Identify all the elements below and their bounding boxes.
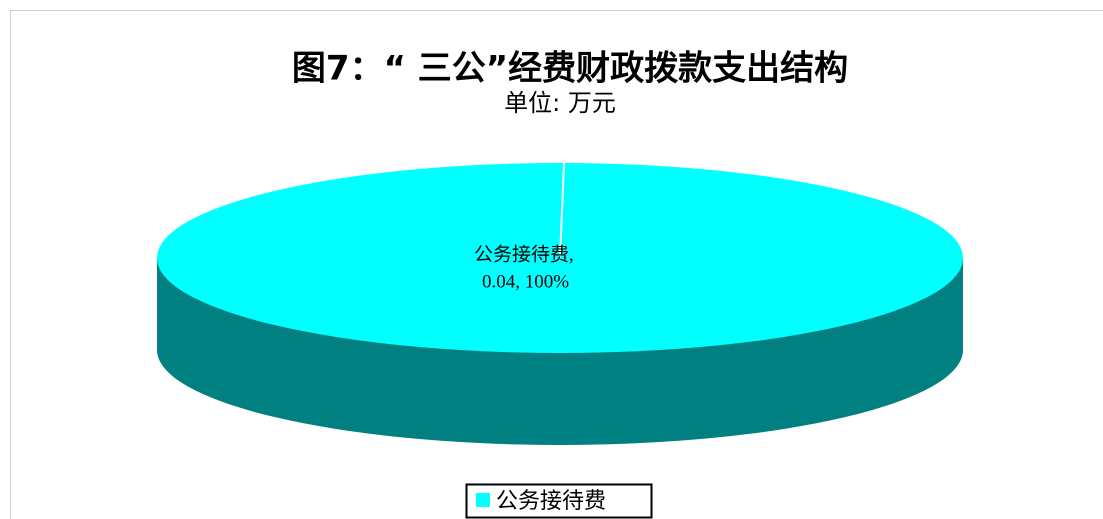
legend: 公务接待费	[465, 483, 653, 519]
data-label: 公务接待费,	[474, 243, 574, 265]
slice-edge	[559, 162, 566, 259]
chart-subtitle: 单位: 万元	[504, 89, 616, 117]
legend-label: 公务接待费	[496, 489, 606, 514]
legend-box	[465, 483, 653, 519]
data-label: 0.04, 100%	[482, 271, 569, 292]
legend-swatch	[476, 493, 490, 507]
chart-title: 图7：“ 三公”经费财政拨款支出结构	[292, 49, 848, 89]
